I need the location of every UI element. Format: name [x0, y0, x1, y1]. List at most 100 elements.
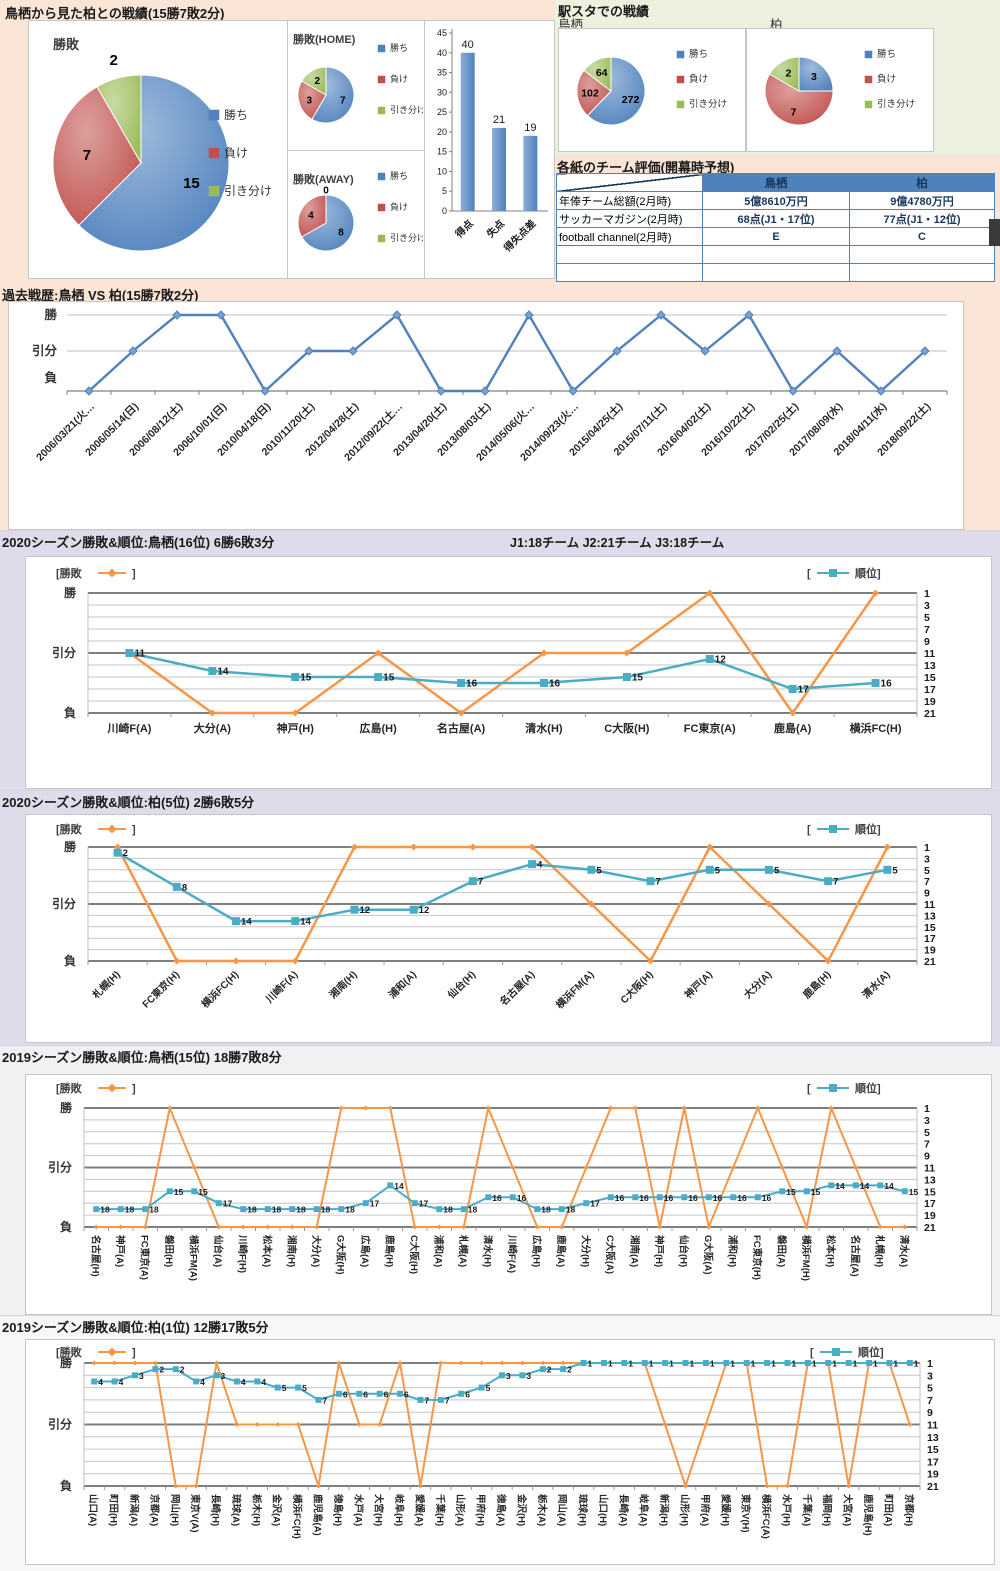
svg-text:16: 16 [762, 1193, 772, 1203]
svg-text:16: 16 [639, 1193, 649, 1203]
svg-text:鹿児島(H): 鹿児島(H) [862, 1493, 874, 1536]
svg-text:3: 3 [924, 600, 930, 612]
svg-text:横浜FC(H): 横浜FC(H) [199, 968, 242, 1011]
svg-text:1: 1 [710, 1359, 715, 1369]
svg-text:勝ち: 勝ち [224, 107, 248, 122]
svg-text:25: 25 [437, 107, 447, 117]
svg-text:14: 14 [884, 1181, 894, 1191]
svg-text:17: 17 [924, 933, 936, 945]
svg-text:4: 4 [241, 1377, 246, 1387]
svg-text:町田(A): 町田(A) [882, 1494, 893, 1526]
svg-text:3: 3 [139, 1371, 144, 1381]
rank-chart-kashiwa-2019: 勝引分負 1 3 5 7 9 11 13 15 17 19 21 4 4 3 2 2 4 3 4 4 5 5 7 6 6 6 6 7 7 6… [26, 1340, 994, 1564]
svg-text:負け: 負け [877, 73, 896, 85]
svg-text:広島(H): 広島(H) [360, 721, 398, 735]
svg-text:負: 負 [64, 705, 76, 720]
svg-text:C大阪(H): C大阪(H) [408, 1235, 420, 1274]
svg-text:7: 7 [83, 147, 91, 164]
svg-text:15: 15 [924, 672, 936, 684]
bar-chart-goals: 0 5 10 15 20 25 30 35 40 45 40 得点 21 失点 19 得失点差 [425, 21, 554, 278]
league-team-counts: J1:18チーム J2:21チーム J3:18チーム [510, 536, 725, 550]
svg-text:17: 17 [927, 1456, 939, 1468]
svg-text:19: 19 [524, 122, 536, 134]
svg-text:琉球(A): 琉球(A) [230, 1494, 242, 1526]
svg-text:7: 7 [924, 1139, 930, 1151]
col-header-tosu: 鳥栖 [702, 173, 850, 192]
svg-text:2: 2 [109, 52, 117, 69]
diagonal-header-cell [556, 173, 703, 192]
svg-text:浦和(A): 浦和(A) [386, 968, 419, 1001]
svg-text:18: 18 [296, 1205, 306, 1215]
svg-text:5: 5 [302, 1383, 307, 1393]
svg-text:新潟(A): 新潟(A) [128, 1494, 140, 1526]
svg-text:1: 1 [914, 1359, 919, 1369]
svg-text:21: 21 [493, 114, 505, 126]
svg-text:21: 21 [927, 1481, 939, 1493]
svg-text:愛媛(H): 愛媛(H) [719, 1494, 731, 1526]
svg-text:6: 6 [465, 1389, 470, 1399]
svg-text:16: 16 [549, 679, 561, 690]
svg-text:[: [ [807, 824, 811, 836]
svg-text:清水(A): 清水(A) [859, 968, 892, 1001]
svg-text:負: 負 [44, 370, 57, 385]
past-record-title: 過去戦歴:鳥栖 VS 柏(15勝7敗2分) [2, 288, 199, 303]
svg-text:引き分け: 引き分け [390, 233, 423, 243]
svg-text:5: 5 [924, 1127, 930, 1139]
svg-text:3: 3 [924, 1115, 930, 1127]
svg-text:京都(H): 京都(H) [903, 1494, 915, 1526]
svg-text:18: 18 [443, 1205, 453, 1215]
screen-artifact [989, 219, 1000, 246]
svg-text:18: 18 [321, 1205, 331, 1215]
pie-chart-home: 勝敗(HOME) 7 3 2 勝ち 負け 引き分け [288, 21, 426, 151]
svg-text:神戸(A): 神戸(A) [114, 1235, 126, 1267]
svg-text:名古屋(A): 名古屋(A) [437, 721, 486, 735]
svg-text:[勝敗: [勝敗 [56, 566, 83, 580]
svg-text:10: 10 [437, 166, 447, 176]
svg-text:7: 7 [322, 1395, 327, 1405]
svg-text:1: 1 [751, 1359, 756, 1369]
svg-text:14: 14 [300, 917, 311, 928]
svg-text:6: 6 [404, 1389, 409, 1399]
rank-chart-kashiwa-2020: 勝引分負 1 3 5 7 9 11 13 15 17 19 21 2 8 14 14 12 12 7 4 5 7 5 5 7 5 札… [26, 815, 991, 1042]
svg-text:勝敗(AWAY): 勝敗(AWAY) [293, 172, 354, 186]
svg-text:1: 1 [690, 1359, 695, 1369]
svg-text:16: 16 [664, 1193, 674, 1203]
svg-text:長崎(A): 長崎(A) [617, 1494, 629, 1526]
svg-text:13: 13 [927, 1432, 939, 1444]
svg-text:7: 7 [424, 1395, 429, 1405]
svg-text:5: 5 [715, 865, 721, 876]
svg-text:勝: 勝 [60, 1100, 73, 1115]
svg-text:得失点差: 得失点差 [500, 217, 538, 255]
svg-text:2: 2 [123, 848, 128, 859]
svg-text:清水(A): 清水(A) [898, 1235, 910, 1267]
tosu-2019-title: 2019シーズン勝敗&順位:鳥栖(15位) 18勝7敗8分 [2, 1050, 282, 1065]
svg-text:清水(H): 清水(H) [481, 1235, 493, 1267]
svg-text:13: 13 [924, 660, 936, 672]
svg-text:1: 1 [812, 1359, 817, 1369]
svg-text:11: 11 [924, 899, 935, 911]
svg-text:徳島(H): 徳島(H) [332, 1493, 344, 1526]
svg-text:京都(A): 京都(A) [148, 1494, 160, 1526]
svg-text:35: 35 [437, 68, 447, 78]
svg-text:13: 13 [924, 1174, 936, 1186]
svg-text:大宮(A): 大宮(A) [842, 1494, 854, 1526]
svg-text:鹿島(A): 鹿島(A) [774, 721, 812, 735]
svg-text:[: [ [807, 568, 811, 580]
svg-text:11: 11 [134, 649, 145, 660]
svg-text:102: 102 [581, 88, 599, 100]
table-row: サッカーマガジン(2月時) 68点(J1・17位) 77点(J1・12位) [556, 209, 995, 228]
svg-text:神戸(H): 神戸(H) [653, 1235, 665, 1267]
table-row [556, 245, 995, 264]
svg-text:山形(A): 山形(A) [454, 1494, 466, 1526]
svg-text:C大阪(A): C大阪(A) [604, 1235, 616, 1274]
svg-text:1: 1 [893, 1359, 898, 1369]
svg-text:水戸(H): 水戸(H) [780, 1494, 792, 1526]
table-row: football channel(2月時) E C [556, 227, 995, 246]
svg-text:山形(H): 山形(H) [679, 1494, 691, 1526]
svg-text:40: 40 [462, 39, 474, 51]
svg-text:8: 8 [338, 228, 344, 239]
svg-text:7: 7 [445, 1395, 450, 1405]
svg-text:勝ち: 勝ち [390, 170, 408, 181]
svg-text:勝: 勝 [64, 585, 77, 600]
svg-text:19: 19 [924, 696, 936, 708]
